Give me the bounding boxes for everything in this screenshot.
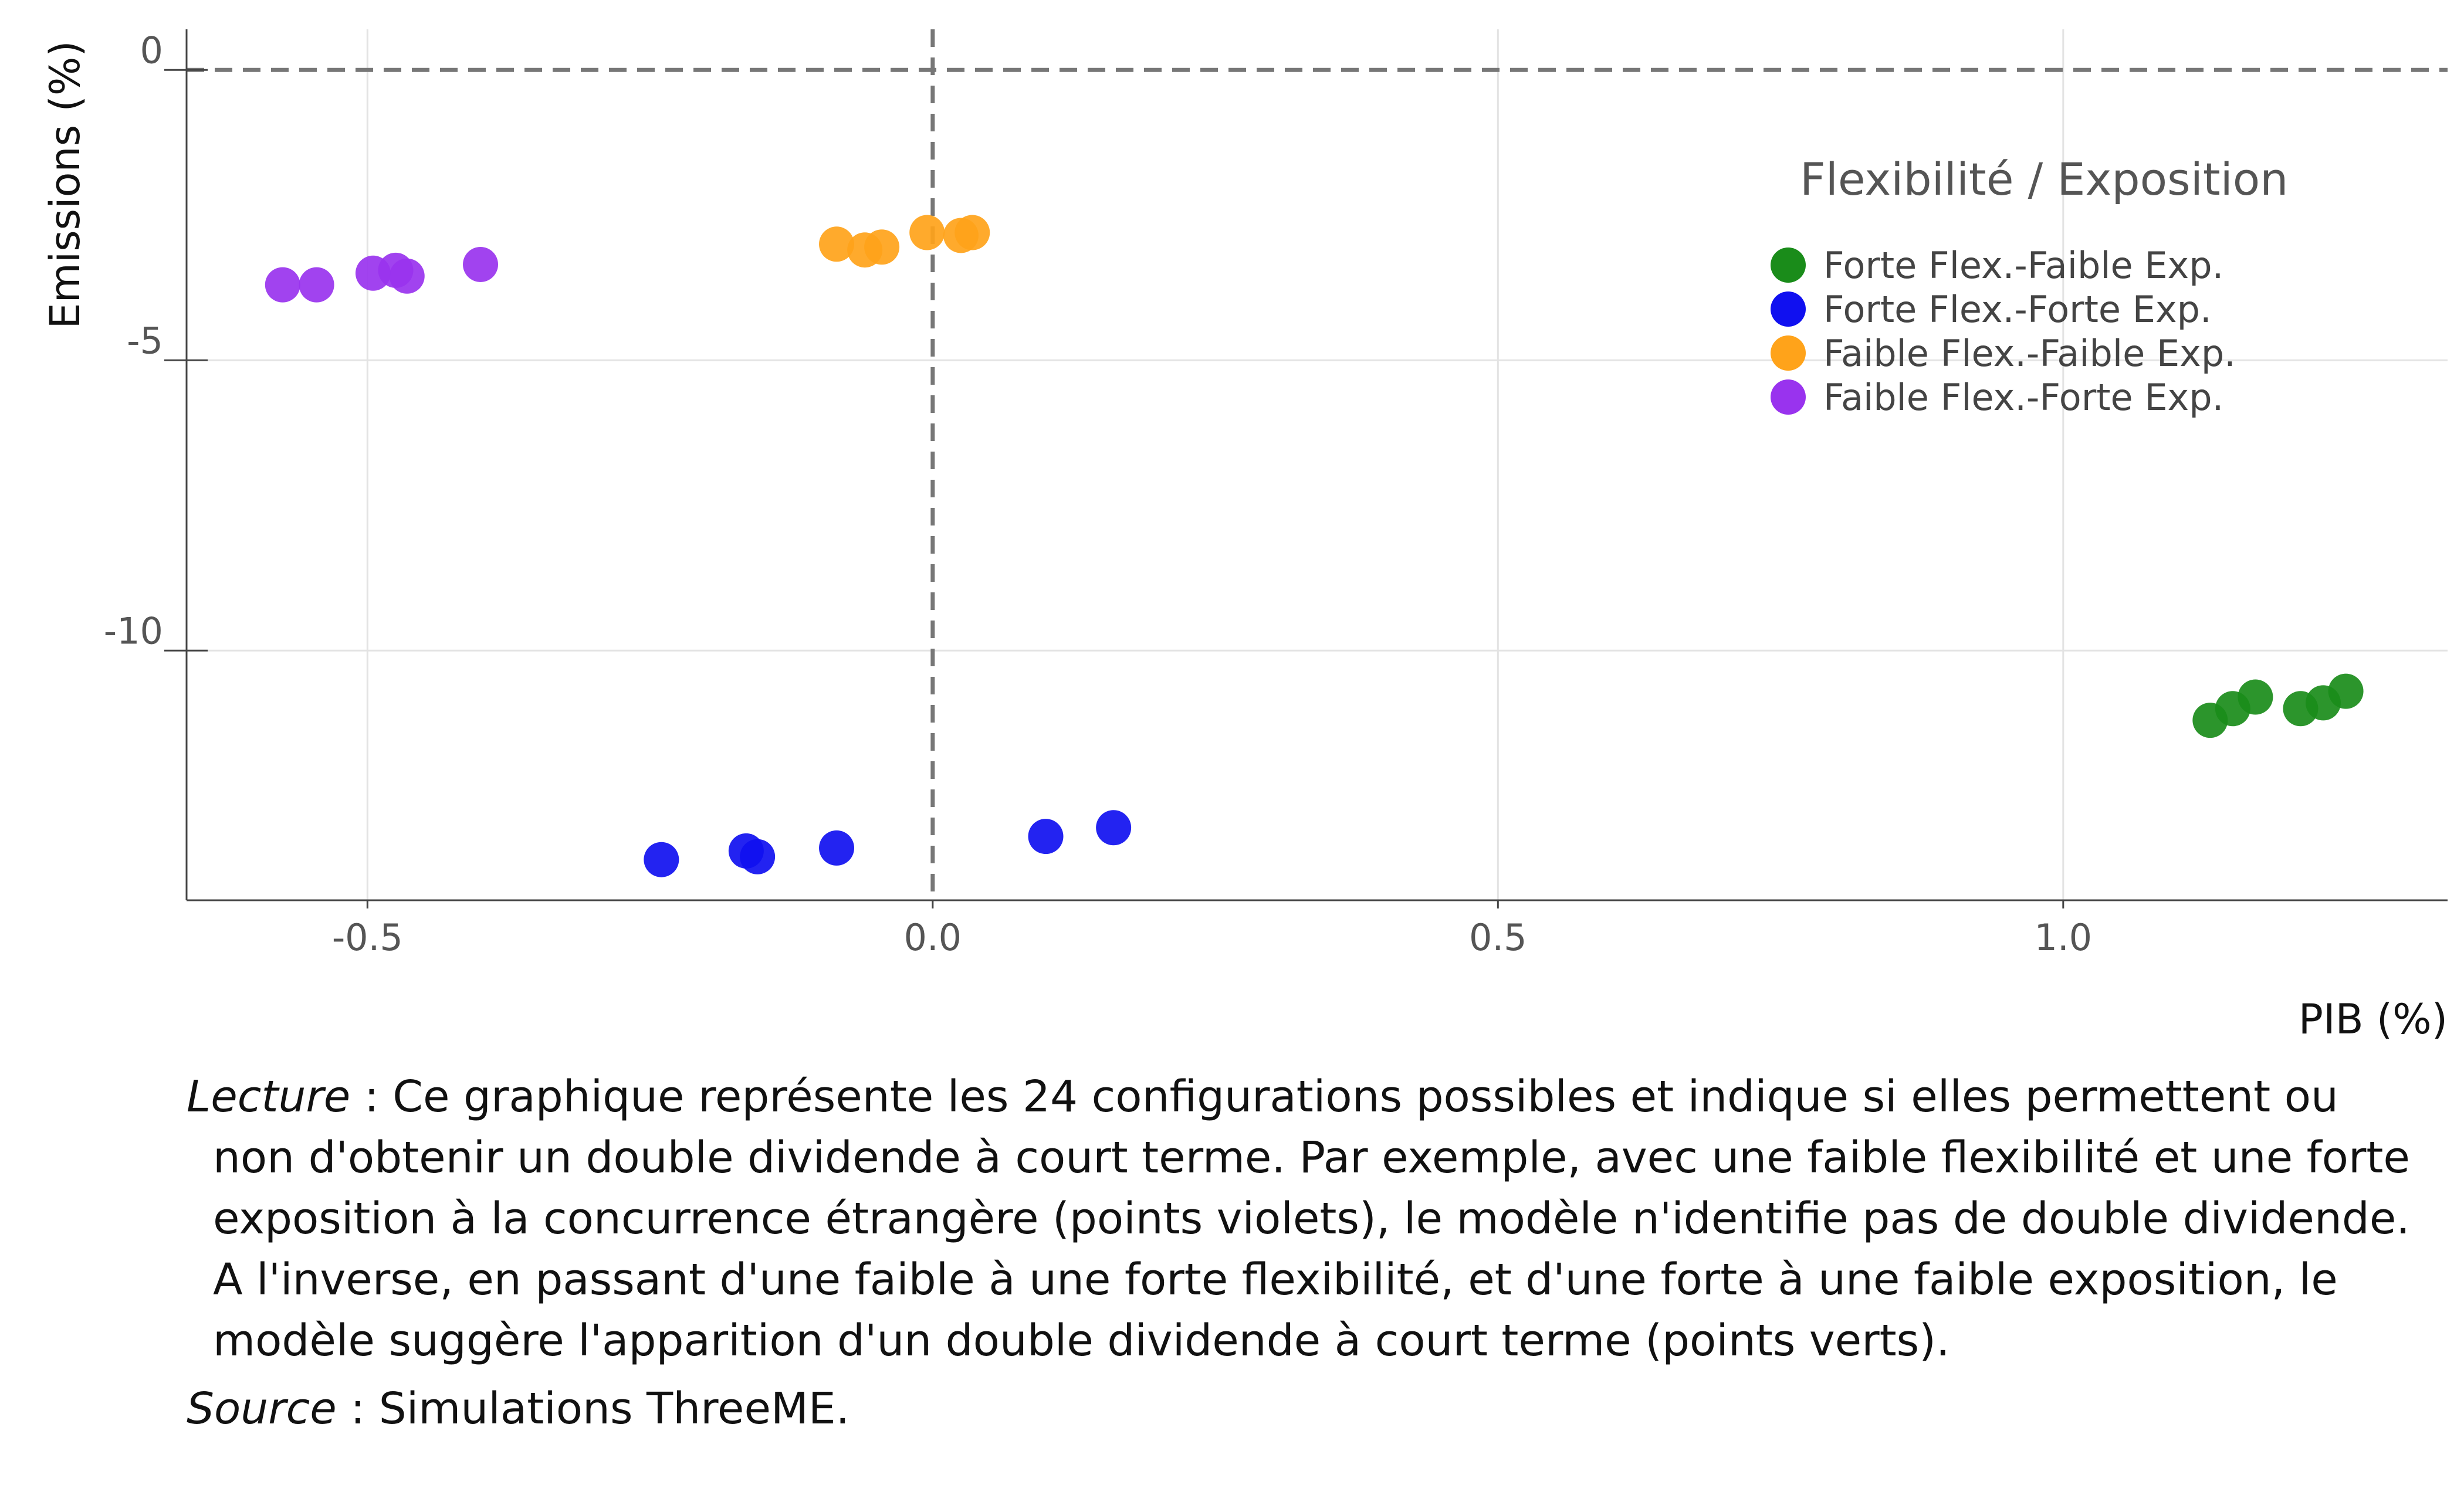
- legend-title: Flexibilité / Exposition: [1800, 153, 2288, 205]
- x-tick-label: 0.0: [904, 916, 962, 959]
- legend-marker: [1771, 379, 1806, 415]
- data-point: [644, 842, 679, 877]
- figure-caption: Lecture : Ce graphique représente les 24…: [187, 1066, 2416, 1439]
- legend-label: Forte Flex.-Faible Exp.: [1823, 244, 2223, 287]
- lecture-text: : Ce graphique représente les 24 configu…: [213, 1072, 2410, 1366]
- y-tick-label: 0: [140, 29, 163, 72]
- series-group: [2192, 673, 2364, 738]
- data-point: [463, 246, 499, 282]
- legend-marker: [1771, 291, 1806, 327]
- legend-label: Faible Flex.-Forte Exp.: [1823, 376, 2223, 419]
- legend: Flexibilité / Exposition Forte Flex.-Fai…: [1771, 153, 2288, 419]
- data-point: [955, 215, 990, 250]
- series-group: [819, 215, 990, 268]
- series-group: [644, 810, 1132, 877]
- grid: [187, 29, 2448, 900]
- legend-marker: [1771, 335, 1806, 371]
- data-point: [1096, 810, 1132, 846]
- x-tick-label: 0.5: [1469, 916, 1527, 959]
- x-tick-label: 1.0: [2035, 916, 2093, 959]
- y-axis-title: Emissions (%): [41, 40, 89, 328]
- x-tick-label: -0.5: [332, 916, 403, 959]
- data-points: [265, 215, 2364, 877]
- data-point: [2328, 673, 2364, 709]
- data-point: [2238, 679, 2273, 715]
- scatter-chart: -0.5 0.0 0.5 1.0 0 -5 -10 Flexibilité / Exposi…: [41, 29, 2448, 1043]
- series-group: [265, 246, 499, 303]
- data-point: [909, 215, 945, 250]
- data-point: [389, 258, 425, 294]
- axes: -0.5 0.0 0.5 1.0 0 -5 -10: [104, 29, 2448, 959]
- data-point: [1028, 819, 1064, 855]
- lecture-label: Lecture: [187, 1072, 351, 1122]
- source-text: : Simulations ThreeME.: [336, 1384, 850, 1434]
- y-tick-label: -10: [104, 609, 163, 652]
- data-point: [265, 267, 300, 303]
- lecture-paragraph: Lecture : Ce graphique représente les 24…: [187, 1066, 2416, 1371]
- source-label: Source: [187, 1384, 337, 1434]
- y-tick-label: -5: [127, 319, 163, 362]
- x-axis-title: PIB (%): [2299, 995, 2448, 1043]
- reference-lines: [187, 29, 2448, 900]
- data-point: [864, 229, 900, 265]
- legend-label: Faible Flex.-Faible Exp.: [1823, 332, 2236, 375]
- legend-label: Forte Flex.-Forte Exp.: [1823, 288, 2212, 331]
- data-point: [819, 830, 855, 866]
- data-point: [819, 226, 855, 262]
- data-point: [299, 267, 334, 303]
- source-line: Source : Simulations ThreeME.: [187, 1378, 2416, 1439]
- legend-marker: [1771, 247, 1806, 283]
- data-point: [740, 839, 776, 874]
